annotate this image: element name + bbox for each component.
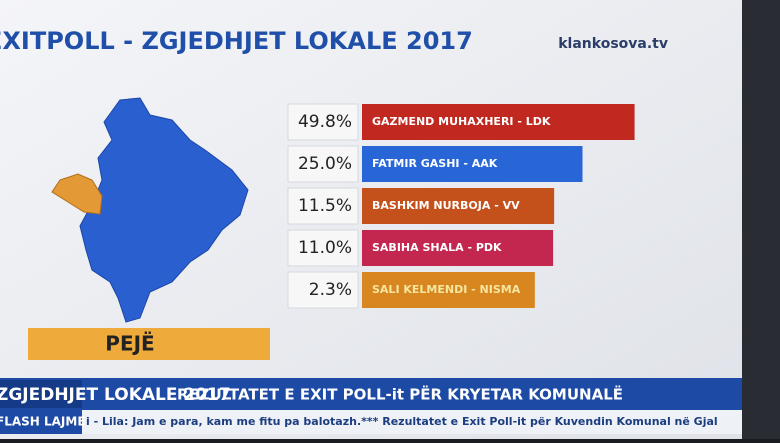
municipality-box bbox=[28, 328, 270, 360]
ticker-bar bbox=[0, 410, 742, 434]
flash: FLASH LAJME bbox=[0, 415, 86, 429]
candidate-name: GAZMEND MUHAXHERI - LDK bbox=[372, 115, 551, 128]
bar bbox=[362, 188, 555, 224]
candidate-name: SABIHA SHALA - PDK bbox=[372, 241, 502, 254]
bezel bbox=[742, 0, 780, 439]
value-box bbox=[287, 145, 359, 183]
candidate-name: SALI KELMENDI - NISMA bbox=[372, 283, 521, 296]
logo: ZGJEDHJET LOKALE 2017 bbox=[0, 385, 231, 405]
value-box bbox=[287, 229, 359, 267]
chart-title: EXITPOLL - ZGJEDHJET LOKALE 2017 bbox=[0, 27, 473, 55]
candidate-name: FATMIR GASHI - AAK bbox=[372, 157, 498, 170]
flash-box bbox=[0, 410, 82, 434]
banner-bar bbox=[0, 378, 742, 410]
ticker: i - Lila: Jam e para, kam me fitu pa bal… bbox=[86, 415, 718, 428]
bar bbox=[362, 104, 635, 140]
value-box bbox=[287, 103, 359, 141]
value-label: 11.0% bbox=[298, 238, 352, 258]
value-label: 25.0% bbox=[298, 154, 352, 174]
bar bbox=[362, 230, 554, 266]
value-box bbox=[287, 271, 359, 309]
banner: REZULTATET E EXIT POLL-it PËR KRYETAR KO… bbox=[177, 385, 623, 404]
bar bbox=[362, 272, 535, 308]
municipality: PEJË bbox=[105, 332, 154, 356]
value-label: 2.3% bbox=[309, 280, 352, 300]
source: klankosova.tv bbox=[558, 36, 668, 52]
value-box bbox=[287, 187, 359, 225]
value-label: 11.5% bbox=[298, 196, 352, 216]
bar bbox=[362, 146, 583, 182]
value-label: 49.8% bbox=[298, 112, 352, 132]
candidate-name: BASHKIM NURBOJA - VV bbox=[372, 199, 520, 212]
map bbox=[51, 97, 249, 323]
logo-box bbox=[0, 380, 82, 408]
